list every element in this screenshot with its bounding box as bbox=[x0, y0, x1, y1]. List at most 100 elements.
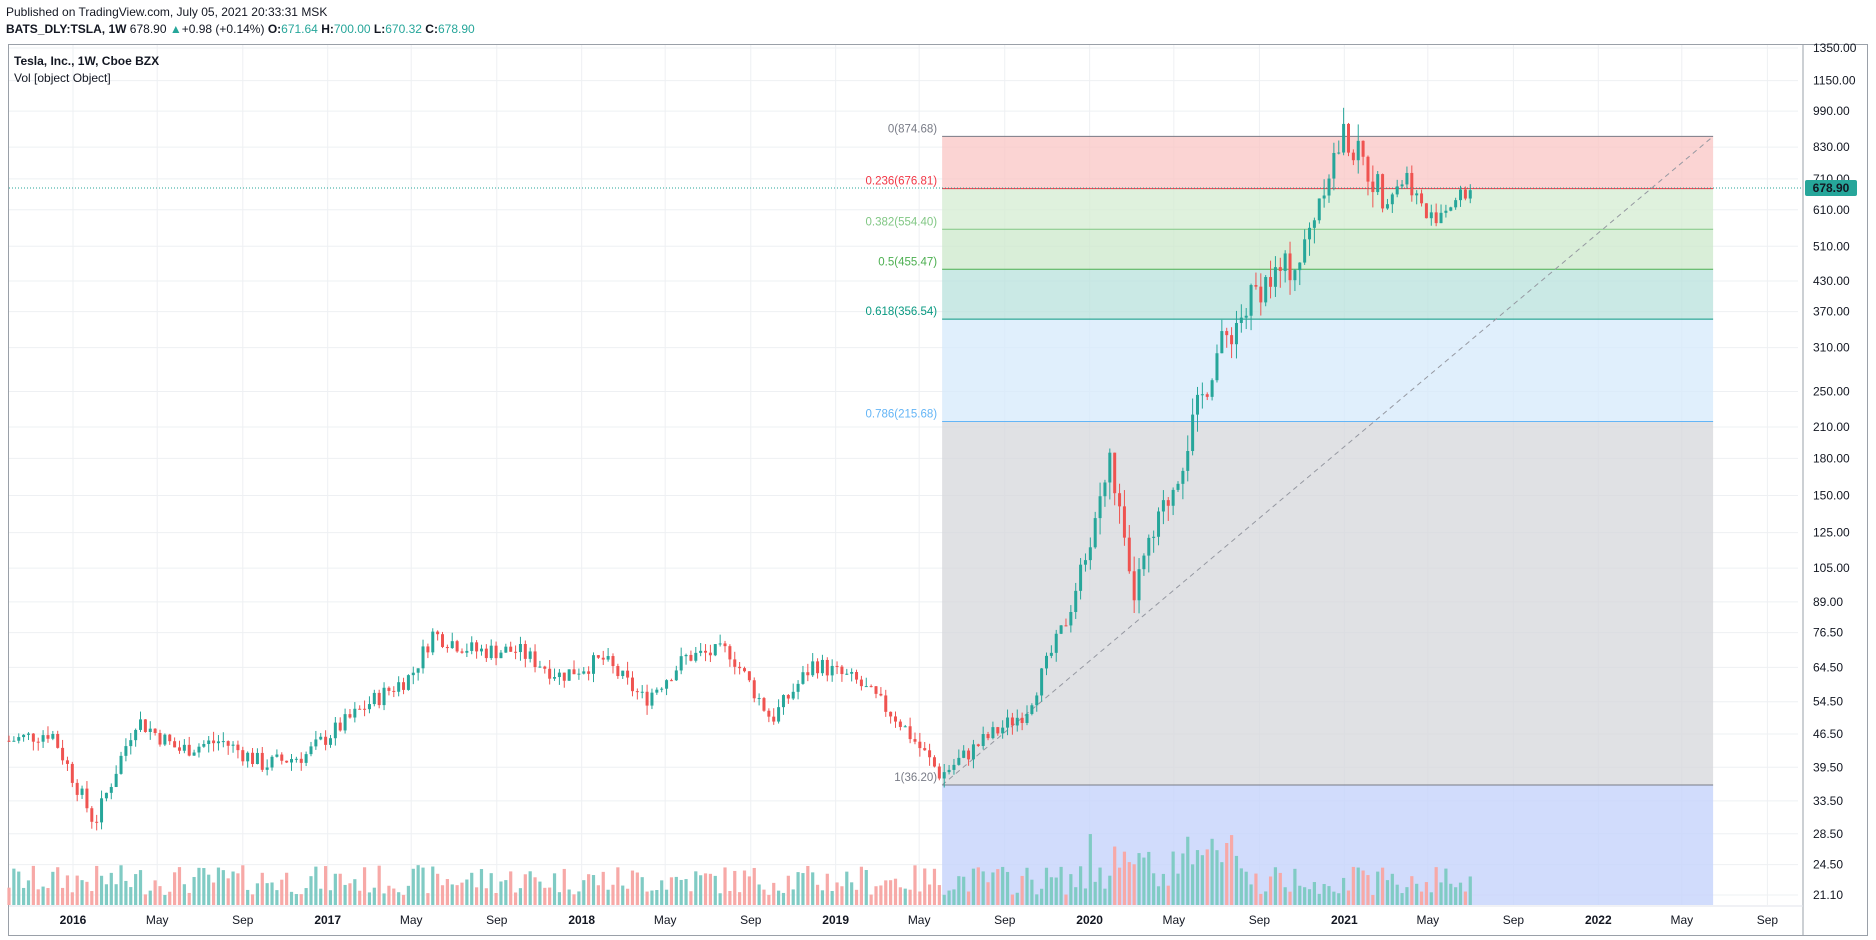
volume-bar bbox=[99, 875, 104, 905]
y-tick-label: 105.00 bbox=[1813, 561, 1850, 575]
volume-bar bbox=[854, 889, 859, 905]
volume-bar bbox=[606, 889, 610, 905]
candle-body bbox=[1220, 331, 1224, 354]
volume-bar bbox=[1152, 873, 1156, 905]
candle-body bbox=[514, 651, 518, 653]
candle-body bbox=[119, 755, 123, 774]
fib-level-label: 0(874.68) bbox=[888, 123, 937, 135]
volume-bar bbox=[168, 891, 172, 905]
candle-body bbox=[114, 773, 118, 787]
volume-bar bbox=[95, 865, 99, 905]
candle-body bbox=[1161, 500, 1165, 512]
volume-bar bbox=[694, 871, 698, 905]
volume-bar bbox=[611, 884, 615, 905]
y-tick-label: 28.50 bbox=[1813, 827, 1843, 841]
candle-body bbox=[280, 754, 284, 761]
volume-bar bbox=[22, 887, 26, 905]
candle-body bbox=[1288, 253, 1292, 281]
volume-bar bbox=[1191, 864, 1195, 905]
volume-bar bbox=[1468, 876, 1472, 905]
x-tick-label: May bbox=[1416, 913, 1439, 927]
volume-bar bbox=[377, 865, 381, 905]
candle-body bbox=[903, 726, 907, 728]
candle-body bbox=[1103, 482, 1107, 497]
x-tick-label: 2017 bbox=[314, 913, 341, 927]
candle-body bbox=[363, 708, 367, 710]
candle-body bbox=[358, 708, 362, 710]
candle-body bbox=[621, 670, 625, 677]
volume-bar bbox=[1264, 891, 1268, 905]
volume-bar bbox=[1093, 881, 1097, 905]
volume-bar bbox=[650, 890, 654, 905]
candle-body bbox=[635, 691, 639, 693]
y-tick-label: 64.50 bbox=[1813, 660, 1843, 674]
candle-body bbox=[494, 645, 498, 659]
candle-body bbox=[421, 646, 425, 669]
volume-bar bbox=[1424, 882, 1429, 905]
volume-bar bbox=[801, 873, 805, 905]
candle-body bbox=[913, 739, 917, 742]
candle-body bbox=[1337, 152, 1341, 154]
candle-body bbox=[1312, 220, 1316, 228]
candle-body bbox=[976, 744, 980, 746]
volume-bar bbox=[1317, 893, 1321, 905]
x-tick-label: Sep bbox=[994, 913, 1016, 927]
volume-bar bbox=[465, 879, 469, 905]
volume-bar bbox=[1327, 886, 1331, 905]
candle-body bbox=[1083, 560, 1087, 565]
candle-body bbox=[704, 650, 708, 653]
candle-body bbox=[90, 808, 94, 822]
candle-body bbox=[1400, 184, 1404, 187]
candle-body bbox=[431, 631, 435, 653]
candle-body bbox=[996, 727, 1000, 734]
volume-bar bbox=[1415, 883, 1419, 905]
volume-bar bbox=[738, 892, 742, 905]
volume-bar bbox=[533, 877, 537, 905]
volume-bar bbox=[36, 889, 40, 905]
candle-body bbox=[192, 752, 196, 756]
candle-body bbox=[270, 756, 274, 768]
candle-body bbox=[898, 721, 902, 727]
volume-bar bbox=[1161, 873, 1165, 905]
volume-bar bbox=[1229, 835, 1234, 905]
volume-bar bbox=[397, 892, 401, 905]
candle-body bbox=[889, 711, 893, 717]
last-price-tag bbox=[1805, 180, 1857, 197]
volume-bar bbox=[587, 874, 591, 905]
volume-bar bbox=[742, 870, 747, 905]
volume-bar bbox=[791, 889, 795, 905]
candle-body bbox=[1142, 555, 1146, 570]
candle-body bbox=[241, 750, 245, 762]
volume-bars bbox=[7, 834, 1472, 905]
candle-body bbox=[1215, 353, 1219, 381]
candle-body bbox=[1132, 571, 1136, 601]
candle-body bbox=[962, 750, 966, 758]
candle-body bbox=[509, 646, 513, 652]
candle-body bbox=[1342, 123, 1346, 153]
x-tick-label: May bbox=[654, 913, 677, 927]
volume-bar bbox=[1069, 874, 1073, 905]
volume-bar bbox=[1342, 877, 1346, 905]
volume-bar bbox=[893, 878, 898, 905]
high-value: 700.00 bbox=[333, 22, 371, 36]
volume-bar bbox=[41, 886, 45, 905]
volume-bar bbox=[840, 886, 844, 905]
volume-bar bbox=[382, 893, 386, 905]
volume-bar bbox=[1127, 862, 1131, 905]
volume-bar bbox=[703, 873, 708, 905]
candle-body bbox=[22, 734, 26, 738]
volume-bar bbox=[479, 869, 484, 905]
volume-bar bbox=[699, 875, 703, 905]
candle-body bbox=[299, 758, 303, 763]
volume-bar bbox=[343, 884, 347, 905]
x-tick-label: 2019 bbox=[822, 913, 849, 927]
candle-body bbox=[733, 659, 737, 667]
volume-bar bbox=[825, 873, 829, 905]
volume-bar bbox=[173, 872, 177, 905]
volume-bar bbox=[1181, 853, 1185, 905]
candle-body bbox=[640, 691, 644, 693]
x-tick-label: Sep bbox=[1503, 913, 1525, 927]
volume-bar bbox=[138, 870, 143, 905]
volume-bar bbox=[757, 884, 761, 905]
